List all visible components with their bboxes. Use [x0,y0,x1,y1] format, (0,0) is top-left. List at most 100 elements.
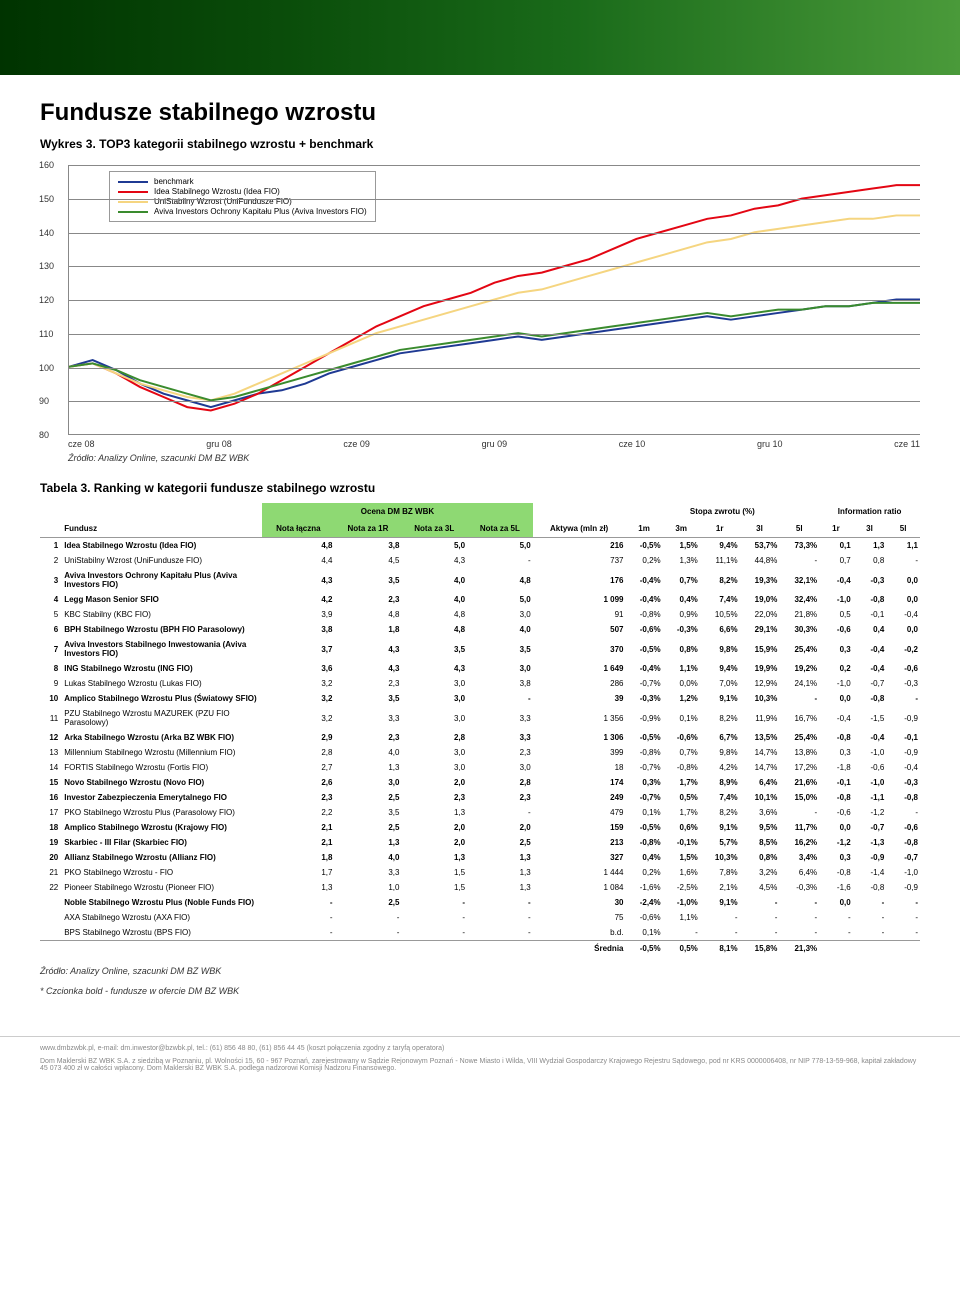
data-cell: 0,3% [625,775,662,790]
data-cell: -0,7 [886,850,920,865]
data-cell: 3,6% [740,805,780,820]
data-cell: 75 [533,910,626,925]
data-cell: 3,3 [467,706,533,730]
average-row: Średnia-0,5%0,5%8,1%15,8%21,3% [40,941,920,957]
data-cell: 0,3 [819,745,853,760]
data-cell: 3,2 [262,706,334,730]
data-cell: 1,6% [663,865,700,880]
data-cell: -0,8 [853,880,887,895]
data-cell: - [779,805,819,820]
data-cell: - [853,925,887,941]
data-cell: 19,3% [740,568,780,592]
data-cell: 5,0 [467,538,533,554]
data-cell: 4,3 [334,637,401,661]
data-cell: 1,7% [663,805,700,820]
data-cell: 91 [533,607,626,622]
data-cell: 10,1% [740,790,780,805]
data-cell: 1 084 [533,880,626,895]
table-row: 12Arka Stabilnego Wzrostu (Arka BZ WBK F… [40,730,920,745]
data-cell: 1,3 [467,850,533,865]
rank-cell: 22 [40,880,62,895]
data-cell: 3,0 [467,607,533,622]
rank-cell: 21 [40,865,62,880]
data-cell: -0,3 [886,676,920,691]
data-cell: - [886,691,920,706]
name-cell: PKO Stabilnego Wzrostu Plus (Parasolowy … [62,805,262,820]
table-row: 18Amplico Stabilnego Wzrostu (Krajowy FI… [40,820,920,835]
data-cell: 4,8 [401,607,467,622]
average-cell: 8,1% [700,941,740,957]
name-cell: FORTIS Stabilnego Wzrostu (Fortis FIO) [62,760,262,775]
data-cell: 10,3% [740,691,780,706]
data-cell: - [467,553,533,568]
data-cell: -0,9% [625,706,662,730]
table-source: Źródło: Analizy Online, szacunki DM BZ W… [40,966,920,976]
data-cell: 1 099 [533,592,626,607]
data-cell: 7,8% [700,865,740,880]
data-cell: 39 [533,691,626,706]
data-cell: 1,8 [262,850,334,865]
table-row: 4Legg Mason Senior SFIO4,22,34,05,01 099… [40,592,920,607]
footer-line1: www.dmbzwbk.pl, e-mail: dm.inwestor@bzwb… [40,1045,920,1052]
data-cell: 6,4% [779,865,819,880]
data-cell: 1,3 [401,850,467,865]
data-cell: -0,4 [886,760,920,775]
data-cell: 1,3 [334,835,401,850]
data-cell: 0,1 [819,538,853,554]
data-cell: - [700,925,740,941]
data-cell: 13,8% [779,745,819,760]
data-cell: 2,3 [262,790,334,805]
data-cell: 4,8 [334,607,401,622]
rank-cell: 12 [40,730,62,745]
data-cell: 22,0% [740,607,780,622]
average-cell: 21,3% [779,941,819,957]
data-cell: - [401,895,467,910]
data-cell: 4,2% [700,760,740,775]
data-cell: 3,0 [401,676,467,691]
data-cell: -0,9 [886,745,920,760]
data-cell: 4,8 [262,538,334,554]
data-cell: 1,7 [262,865,334,880]
line-chart: benchmarkIdea Stabilnego Wzrostu (Idea F… [68,165,920,435]
data-cell: -0,3% [663,622,700,637]
rank-cell: 4 [40,592,62,607]
data-cell: 249 [533,790,626,805]
table-row: 14FORTIS Stabilnego Wzrostu (Fortis FIO)… [40,760,920,775]
name-cell: Amplico Stabilnego Wzrostu (Krajowy FIO) [62,820,262,835]
data-cell: - [886,910,920,925]
data-cell: 24,1% [779,676,819,691]
data-cell: 4,0 [467,622,533,637]
data-cell: 174 [533,775,626,790]
data-cell: 3,0 [334,775,401,790]
data-cell: 176 [533,568,626,592]
data-cell: 2,9 [262,730,334,745]
data-cell: 3,3 [334,706,401,730]
name-cell: KBC Stabilny (KBC FIO) [62,607,262,622]
name-cell: UniStabilny Wzrost (UniFundusze FIO) [62,553,262,568]
data-cell: -0,6% [625,910,662,925]
data-cell: 1 444 [533,865,626,880]
data-cell: 30 [533,895,626,910]
col-header: Nota za 3L [401,520,467,538]
data-cell: - [853,895,887,910]
table-row: 1Idea Stabilnego Wzrostu (Idea FIO)4,83,… [40,538,920,554]
data-cell: -0,7% [625,760,662,775]
x-tick-label: gru 08 [206,439,232,449]
data-cell: - [663,925,700,941]
data-cell: 3,4% [779,850,819,865]
data-cell: 327 [533,850,626,865]
data-cell: -1,2 [853,805,887,820]
data-cell: 3,5 [467,637,533,661]
data-cell: -0,4% [625,661,662,676]
average-cell: -0,5% [625,941,662,957]
data-cell: 2,8 [401,730,467,745]
data-cell: -0,3 [853,568,887,592]
data-cell: - [700,910,740,925]
y-tick-label: 160 [39,160,54,170]
data-cell: 3,2 [262,676,334,691]
data-cell: 737 [533,553,626,568]
data-cell: 0,7% [663,568,700,592]
rank-cell: 16 [40,790,62,805]
page-title: Fundusze stabilnego wzrostu [40,99,920,127]
data-cell: - [334,925,401,941]
